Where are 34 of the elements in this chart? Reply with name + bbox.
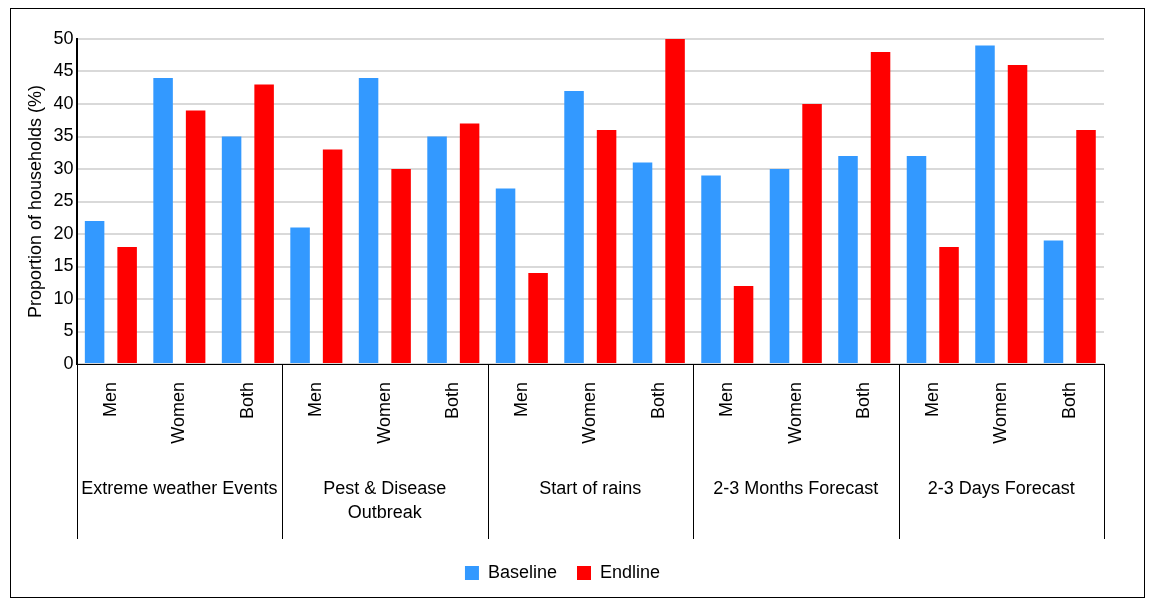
x-tick-label: Both — [442, 382, 463, 420]
x-tick-label: Men — [305, 382, 326, 418]
x-tick-label: Men — [99, 382, 120, 418]
text: Start of rains — [539, 477, 642, 498]
y-tick-label: 50 — [53, 27, 74, 48]
x-tick-label: Women — [990, 382, 1011, 444]
x-tick-label: Men — [716, 382, 737, 418]
y-tick-label: 30 — [53, 157, 74, 178]
x-tick-label: Men — [921, 382, 942, 418]
text: 2-3 Months Forecast — [713, 477, 879, 498]
x-tick-label: Both — [647, 382, 668, 420]
y-tick-label: 5 — [63, 320, 74, 341]
legend-label: Endline — [600, 561, 661, 582]
text: 2-3 Days Forecast — [927, 477, 1075, 498]
y-tick-label: 20 — [53, 222, 74, 243]
x-tick-label: Women — [168, 382, 189, 444]
x-tick-label: Women — [579, 382, 600, 444]
y-tick-label: 0 — [63, 352, 74, 373]
x-tick-label: Women — [784, 382, 805, 444]
y-tick-label: 15 — [53, 255, 74, 276]
y-tick-label: 45 — [53, 60, 74, 81]
y-tick-label: 40 — [53, 92, 74, 113]
x-tick-label: Both — [1058, 382, 1079, 420]
x-tick-label: Women — [373, 382, 394, 444]
x-tick-label: Men — [510, 382, 531, 418]
y-axis-title: Proportion of households (%) — [24, 84, 45, 319]
x-tick-label: Both — [236, 382, 257, 420]
y-tick-label: 10 — [53, 287, 74, 308]
text: Pest & Disease Outbreak — [323, 477, 447, 522]
y-tick-label: 25 — [53, 190, 74, 211]
y-tick-label: 35 — [53, 125, 74, 146]
text: Extreme weather Events — [81, 477, 278, 498]
x-tick-label: Both — [853, 382, 874, 420]
legend-label: Baseline — [487, 561, 557, 582]
